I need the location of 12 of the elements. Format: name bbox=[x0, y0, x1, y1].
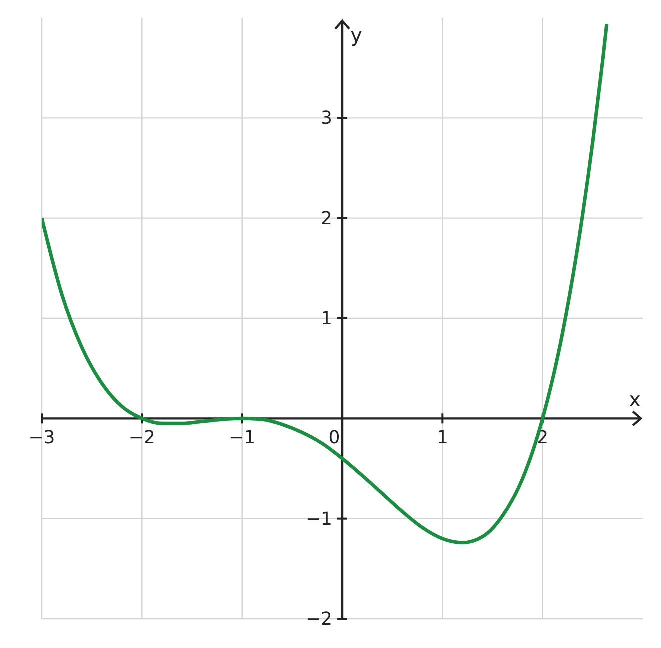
x-tick-label: 1 bbox=[436, 428, 448, 449]
y-tick-label: −2 bbox=[306, 609, 332, 630]
x-tick-label: −3 bbox=[28, 428, 56, 449]
x-axis-title: x bbox=[629, 388, 642, 412]
y-axis-title: y bbox=[350, 23, 363, 47]
y-tick-label: 2 bbox=[321, 208, 332, 230]
x-tick-label: −1 bbox=[229, 428, 256, 449]
x-tick-label: 0 bbox=[328, 428, 340, 449]
y-tick-label: 1 bbox=[321, 308, 332, 330]
x-tick-label: −2 bbox=[128, 428, 156, 449]
y-tick-label: −1 bbox=[306, 508, 332, 530]
y-tick-label: 3 bbox=[321, 108, 332, 130]
